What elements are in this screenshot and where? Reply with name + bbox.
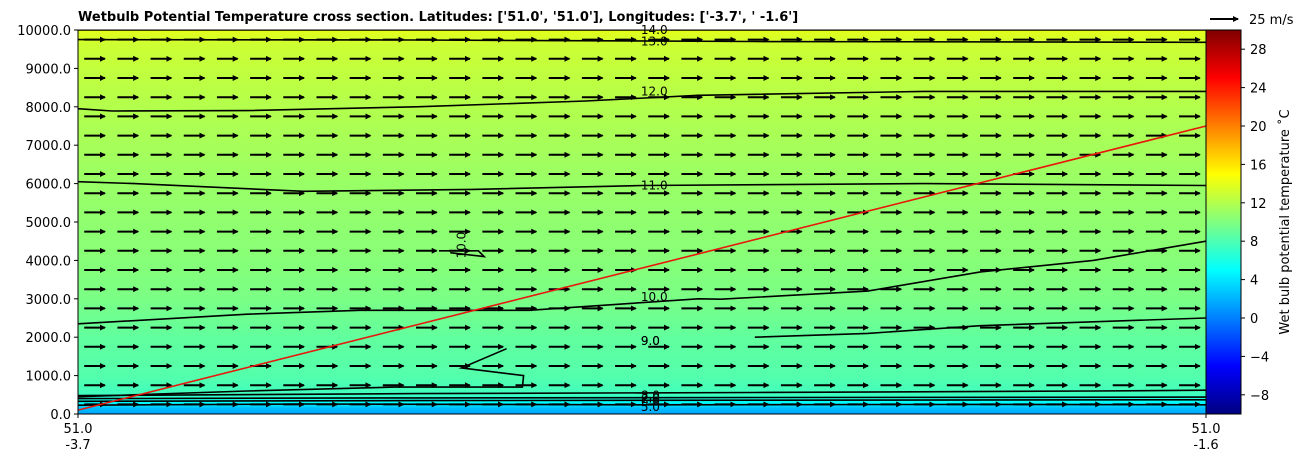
contour-label: 9.0 (641, 334, 660, 348)
colorbar-tick-label: −4 (1250, 350, 1269, 365)
contour-label: 5.0 (641, 400, 660, 414)
y-tick-label: 2000.0 (26, 331, 72, 346)
reference-label: 25 m/s (1249, 13, 1294, 28)
colorbar-tick-label: −8 (1250, 389, 1269, 404)
contour-label: 13.0 (641, 35, 668, 49)
contour-line (78, 90, 1206, 112)
y-tick-label: 7000.0 (26, 139, 72, 154)
colorbar (1205, 29, 1242, 415)
x-tick-lat: 51.0 (1192, 422, 1221, 437)
colorbar-tick-label: 4 (1250, 274, 1258, 289)
colorbar-tick-label: 12 (1250, 197, 1267, 212)
colorbar-label: Wet bulb potential temperature ˚C (1277, 109, 1293, 334)
contour-label: 6.0 (641, 395, 660, 409)
colorbar-tick-label: 8 (1250, 235, 1258, 250)
colorbar-tick-label: 24 (1250, 82, 1267, 97)
colorbar-tick-label: 16 (1250, 158, 1267, 173)
contour-line (78, 180, 1206, 193)
contour-label: 11.0 (641, 179, 668, 193)
contour-line (78, 38, 1206, 44)
contour-line (78, 240, 1206, 325)
contour-line (754, 317, 1206, 338)
y-tick-label: 10000.0 (17, 24, 71, 39)
x-tick-lon: -1.6 (1193, 438, 1218, 453)
colorbar-ticks: −8 −4 0 4 8 12 16 20 24 28 (1241, 43, 1269, 404)
y-tick-label: 8000.0 (26, 101, 72, 116)
chart-title: Wetbulb Potential Temperature cross sect… (78, 10, 798, 25)
contour-line (78, 389, 1206, 397)
x-axis: 51.0-3.751.0-1.6 (64, 414, 1221, 453)
y-tick-label: 6000.0 (26, 178, 72, 193)
contour-labels: 14.013.012.011.010.09.09.08.07.06.05.010… (455, 23, 668, 414)
y-tick-label: 5000.0 (26, 216, 72, 231)
x-tick-lat: 51.0 (64, 422, 93, 437)
contour-line (78, 347, 525, 398)
reference-vector: 25 m/s (1210, 13, 1294, 28)
colorbar-tick-label: 28 (1250, 43, 1267, 58)
contour-label: 7.0 (641, 392, 660, 406)
colorbar-tick-label: 0 (1250, 312, 1258, 327)
y-tick-label: 3000.0 (26, 293, 72, 308)
contour-label: 12.0 (641, 84, 668, 98)
y-tick-label: 0.0 (50, 408, 71, 423)
wind-vectors (84, 36, 1201, 408)
colorbar-tick-label: 20 (1250, 120, 1267, 135)
y-tick-label: 9000.0 (26, 62, 72, 77)
y-tick-label: 1000.0 (26, 370, 72, 385)
contour-label: 10.0 (455, 232, 469, 259)
contour-label: 10.0 (641, 290, 668, 304)
plot-field (78, 30, 1206, 414)
x-tick-lon: -3.7 (65, 438, 90, 453)
contour-label: 9.0 (641, 334, 660, 348)
contour-label: 8.0 (641, 389, 660, 403)
red-line (78, 125, 1206, 411)
y-axis: 0.0 1000.0 2000.0 3000.0 4000.0 5000.0 6000.0 7… (17, 24, 78, 423)
red-line-group (78, 125, 1206, 411)
contour-line (78, 396, 1206, 400)
y-tick-label: 4000.0 (26, 254, 72, 269)
contour-line (78, 398, 1206, 403)
